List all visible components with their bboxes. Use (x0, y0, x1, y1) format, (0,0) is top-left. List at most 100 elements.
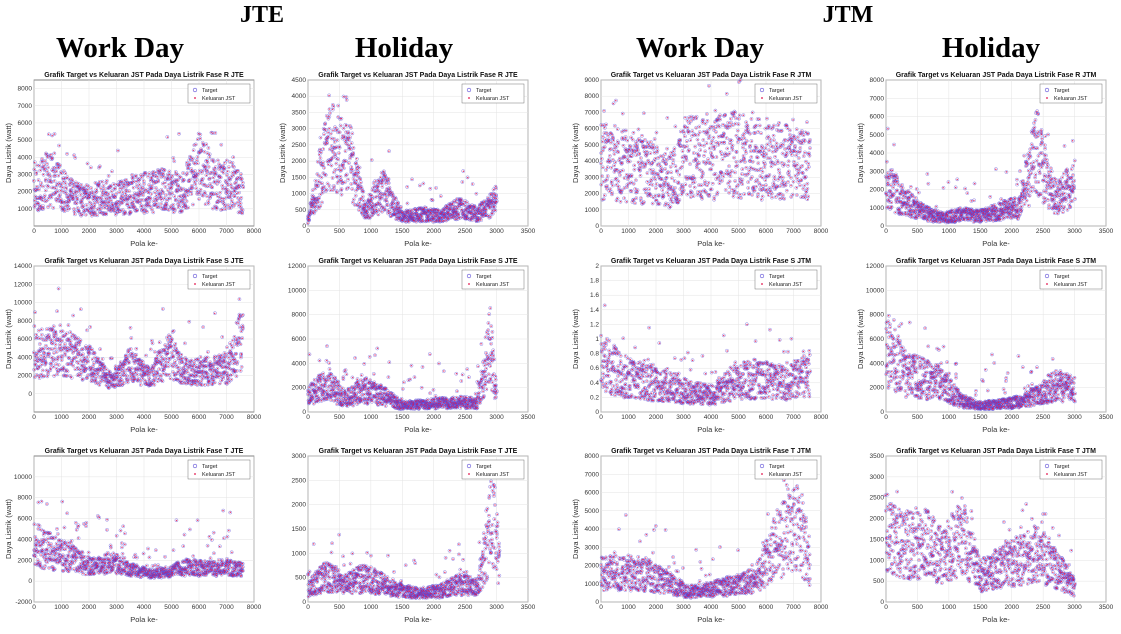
target-point (683, 115, 687, 120)
target-point (127, 205, 131, 210)
target-point (203, 191, 207, 196)
output-point (334, 126, 336, 129)
target-point (625, 182, 630, 187)
output-point (169, 197, 171, 199)
output-point (96, 201, 99, 203)
target-point (124, 189, 129, 193)
output-point (489, 216, 492, 218)
target-point (218, 175, 223, 180)
output-point (70, 191, 72, 193)
target-point (40, 157, 44, 161)
target-point (615, 139, 620, 144)
output-point (163, 175, 165, 178)
target-point (312, 211, 316, 216)
output-point (106, 179, 108, 182)
target-point (454, 214, 458, 218)
target-point (647, 187, 651, 191)
target-point (602, 123, 606, 128)
target-point (675, 200, 680, 205)
output-point (379, 195, 381, 198)
target-point (640, 161, 645, 165)
output-point (51, 157, 53, 160)
target-point (321, 163, 325, 168)
target-point (141, 186, 145, 190)
target-point (34, 170, 39, 174)
output-point (606, 178, 608, 181)
y-tick-label: 4000 (585, 158, 600, 165)
target-point (58, 163, 62, 168)
target-point (630, 137, 635, 142)
output-point (186, 161, 188, 164)
output-point (151, 208, 153, 211)
output-point (162, 192, 164, 194)
target-point (622, 154, 626, 159)
output-point (489, 206, 491, 209)
output-point (677, 202, 679, 204)
target-point (492, 204, 497, 209)
output-point (60, 172, 63, 175)
output-point (38, 164, 41, 167)
output-point (224, 205, 227, 208)
target-point (193, 161, 197, 166)
output-point (495, 197, 498, 200)
output-point (113, 209, 115, 211)
target-point (350, 131, 355, 136)
target-point (49, 179, 53, 184)
target-point (329, 163, 334, 168)
target-point (684, 139, 689, 144)
output-point (662, 195, 665, 198)
output-point (240, 173, 242, 175)
target-point (35, 201, 40, 205)
target-point (75, 197, 80, 201)
output-point (617, 151, 620, 153)
output-point (659, 155, 662, 157)
output-point (335, 129, 337, 132)
output-point (628, 160, 631, 163)
target-point (492, 195, 496, 200)
output-point (115, 183, 118, 186)
target-point (190, 158, 194, 163)
output-point (659, 165, 662, 168)
target-point (223, 207, 228, 211)
target-point (108, 184, 113, 189)
target-point (394, 197, 398, 201)
output-point (118, 204, 121, 206)
output-point (206, 159, 208, 162)
target-point (677, 172, 682, 177)
target-point (612, 123, 617, 128)
target-point (208, 182, 213, 186)
target-point (637, 168, 642, 173)
output-point (612, 102, 615, 105)
output-point (325, 188, 328, 191)
output-point (79, 194, 82, 196)
target-point (75, 196, 79, 201)
output-point (182, 199, 184, 201)
output-point (75, 181, 77, 184)
output-point (66, 176, 69, 179)
output-point (377, 185, 380, 188)
output-point (669, 206, 672, 208)
target-point (51, 206, 56, 210)
target-point (653, 186, 658, 190)
output-point (42, 173, 45, 176)
output-point (232, 156, 235, 158)
target-point (173, 197, 178, 202)
target-point (679, 144, 683, 149)
target-point (163, 185, 168, 189)
target-point (64, 191, 69, 196)
output-point (190, 168, 193, 171)
target-point (111, 182, 116, 186)
target-point (349, 125, 353, 130)
target-point (334, 174, 339, 179)
output-point (37, 179, 40, 182)
target-point (327, 114, 332, 119)
output-point (125, 190, 128, 193)
target-point (192, 160, 196, 165)
output-point (142, 187, 144, 190)
target-point (665, 116, 670, 120)
output-point (354, 171, 357, 173)
target-point (608, 140, 613, 145)
output-point (321, 182, 323, 185)
output-point (676, 169, 678, 172)
